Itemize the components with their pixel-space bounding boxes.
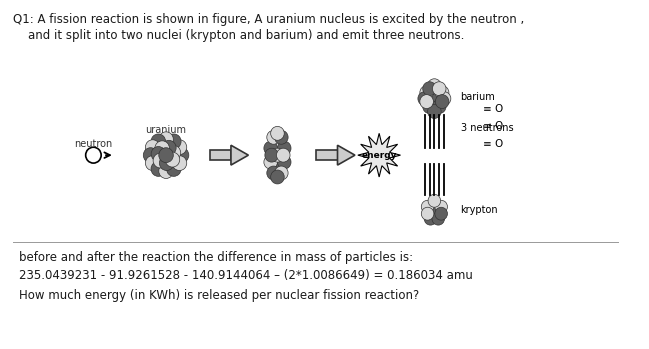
Polygon shape (337, 145, 355, 165)
Circle shape (271, 160, 284, 174)
Circle shape (275, 166, 288, 180)
Circle shape (172, 140, 187, 155)
Circle shape (435, 95, 449, 109)
Text: krypton: krypton (461, 205, 498, 215)
Text: barium: barium (461, 92, 495, 102)
Circle shape (276, 148, 290, 162)
Circle shape (159, 148, 173, 163)
Text: energy: energy (361, 151, 397, 159)
Circle shape (145, 140, 160, 155)
Circle shape (159, 132, 173, 147)
Circle shape (165, 152, 180, 167)
Circle shape (153, 153, 167, 168)
Circle shape (162, 140, 176, 155)
Text: neutron: neutron (74, 139, 112, 149)
Circle shape (421, 200, 434, 213)
Circle shape (167, 134, 181, 149)
Circle shape (421, 207, 434, 220)
Text: 235.0439231 - 91.9261528 - 140.9144064 – (2*1.0086649) = 0.186034 amu: 235.0439231 - 91.9261528 - 140.9144064 –… (19, 269, 472, 282)
Circle shape (145, 156, 160, 171)
Circle shape (435, 86, 449, 99)
Circle shape (159, 164, 173, 178)
Text: uranium: uranium (145, 125, 186, 135)
Polygon shape (358, 133, 400, 177)
Circle shape (166, 146, 180, 160)
Circle shape (275, 131, 288, 144)
Text: How much energy (in KWh) is released per nuclear fission reaction?: How much energy (in KWh) is released per… (19, 289, 419, 302)
Circle shape (432, 82, 446, 96)
Circle shape (172, 156, 187, 171)
Circle shape (278, 141, 291, 155)
Circle shape (143, 148, 158, 163)
Circle shape (271, 170, 284, 184)
Circle shape (435, 207, 447, 220)
Polygon shape (231, 145, 249, 165)
Circle shape (422, 82, 436, 96)
Text: before and after the reaction the difference in mass of particles is:: before and after the reaction the differ… (19, 251, 413, 265)
Circle shape (424, 212, 437, 225)
Circle shape (428, 194, 441, 207)
Circle shape (151, 162, 165, 176)
Circle shape (160, 156, 174, 171)
Circle shape (271, 126, 284, 140)
Circle shape (267, 131, 280, 144)
Circle shape (264, 155, 278, 169)
Polygon shape (210, 150, 231, 160)
Circle shape (435, 200, 447, 213)
Circle shape (432, 212, 445, 225)
Text: and it split into two nuclei (krypton and barium) and emit three neutrons.: and it split into two nuclei (krypton an… (13, 29, 465, 42)
Circle shape (420, 86, 434, 99)
Text: ≡ O: ≡ O (483, 121, 503, 131)
Circle shape (151, 134, 165, 149)
Circle shape (175, 148, 189, 163)
Circle shape (420, 95, 434, 109)
Circle shape (428, 79, 441, 92)
Circle shape (271, 136, 284, 150)
Circle shape (167, 162, 181, 176)
Text: ≡ O: ≡ O (483, 104, 503, 113)
Circle shape (428, 105, 441, 118)
Circle shape (432, 99, 446, 113)
Text: Q1: A fission reaction is shown in figure, A uranium nucleus is excited by the n: Q1: A fission reaction is shown in figur… (13, 13, 524, 26)
Circle shape (428, 205, 441, 218)
Circle shape (155, 141, 169, 156)
Circle shape (151, 147, 165, 162)
Text: ≡ O: ≡ O (483, 139, 503, 149)
Circle shape (264, 141, 278, 155)
Text: 3 neutrons: 3 neutrons (461, 123, 513, 133)
Circle shape (428, 92, 441, 105)
Circle shape (271, 148, 284, 162)
Circle shape (267, 166, 280, 180)
Circle shape (265, 148, 278, 162)
Polygon shape (316, 150, 337, 160)
Circle shape (422, 99, 436, 113)
Circle shape (278, 155, 291, 169)
Circle shape (437, 92, 451, 105)
Circle shape (86, 147, 101, 163)
Circle shape (418, 92, 432, 105)
